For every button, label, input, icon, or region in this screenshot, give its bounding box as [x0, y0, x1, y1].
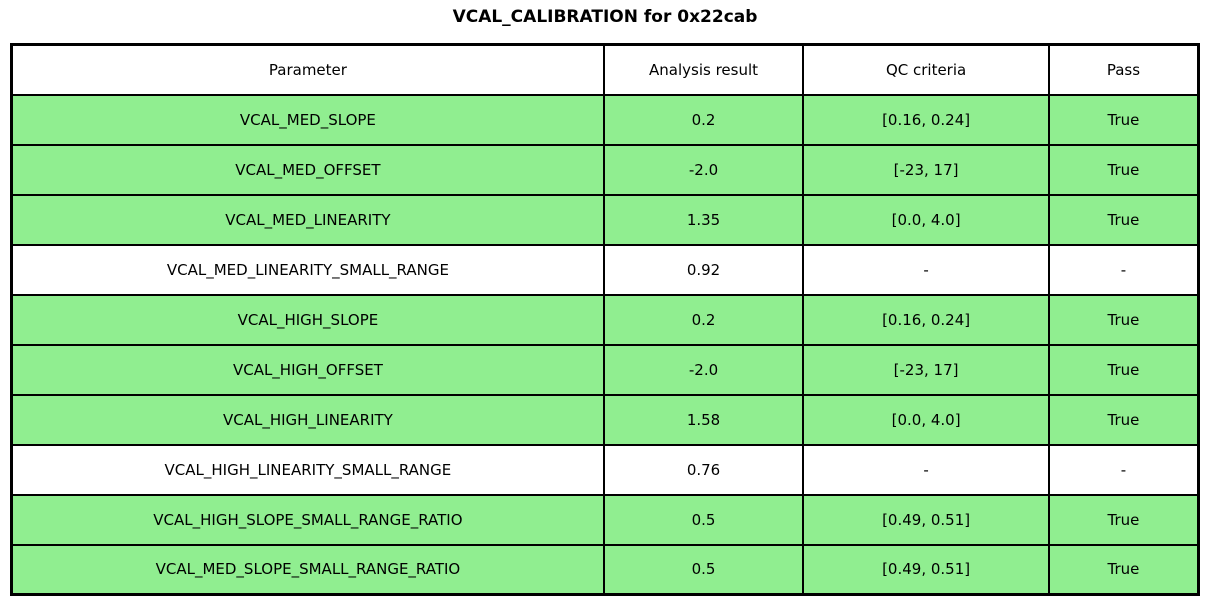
cell-qc-criteria: [-23, 17] — [802, 143, 1050, 196]
table-row: VCAL_HIGH_LINEARITY 1.58 [0.0, 4.0] True — [10, 393, 1200, 446]
cell-pass: True — [1047, 543, 1200, 596]
table-row: VCAL_HIGH_OFFSET -2.0 [-23, 17] True — [10, 343, 1200, 396]
cell-analysis-result: -2.0 — [602, 343, 805, 396]
cell-pass: True — [1047, 343, 1200, 396]
table-row: VCAL_MED_OFFSET -2.0 [-23, 17] True — [10, 143, 1200, 196]
cell-parameter: VCAL_MED_SLOPE — [10, 93, 605, 146]
cell-parameter: VCAL_MED_LINEARITY — [10, 193, 605, 246]
table-row: VCAL_MED_SLOPE 0.2 [0.16, 0.24] True — [10, 93, 1200, 146]
cell-analysis-result: 0.2 — [602, 293, 805, 346]
cell-qc-criteria: [-23, 17] — [802, 343, 1050, 396]
qc-results-table: Parameter Analysis result QC criteria Pa… — [10, 43, 1200, 596]
cell-parameter: VCAL_HIGH_OFFSET — [10, 343, 605, 396]
cell-analysis-result: 0.5 — [602, 493, 805, 546]
cell-analysis-result: 1.58 — [602, 393, 805, 446]
cell-qc-criteria: [0.16, 0.24] — [802, 93, 1050, 146]
cell-analysis-result: 0.92 — [602, 243, 805, 296]
chart-title: VCAL_CALIBRATION for 0x22cab — [452, 7, 758, 27]
cell-pass: True — [1047, 93, 1200, 146]
cell-qc-criteria: [0.0, 4.0] — [802, 393, 1050, 446]
cell-qc-criteria: - — [802, 243, 1050, 296]
cell-parameter: VCAL_MED_LINEARITY_SMALL_RANGE — [10, 243, 605, 296]
cell-qc-criteria: [0.0, 4.0] — [802, 193, 1050, 246]
cell-parameter: VCAL_HIGH_SLOPE_SMALL_RANGE_RATIO — [10, 493, 605, 546]
cell-qc-criteria: [0.16, 0.24] — [802, 293, 1050, 346]
cell-parameter: VCAL_MED_OFFSET — [10, 143, 605, 196]
cell-qc-criteria: [0.49, 0.51] — [802, 543, 1050, 596]
table-header-row: Parameter Analysis result QC criteria Pa… — [10, 43, 1200, 96]
cell-parameter: VCAL_HIGH_LINEARITY_SMALL_RANGE — [10, 443, 605, 496]
table-row: VCAL_HIGH_LINEARITY_SMALL_RANGE 0.76- - — [10, 443, 1200, 496]
table-row: VCAL_MED_SLOPE_SMALL_RANGE_RATIO 0.5 [0.49… — [10, 543, 1200, 596]
cell-pass: - — [1047, 443, 1200, 496]
cell-parameter: VCAL_HIGH_LINEARITY — [10, 393, 605, 446]
cell-analysis-result: 0.2 — [602, 93, 805, 146]
table-row: VCAL_MED_LINEARITY_SMALL_RANGE 0.92- - — [10, 243, 1200, 296]
cell-analysis-result: 0.76 — [602, 443, 805, 496]
column-header-parameter: Parameter — [10, 43, 605, 96]
cell-pass: True — [1047, 493, 1200, 546]
cell-pass: True — [1047, 143, 1200, 196]
column-header-qc-criteria: QC criteria — [802, 43, 1050, 96]
cell-analysis-result: -2.0 — [602, 143, 805, 196]
cell-qc-criteria: - — [802, 443, 1050, 496]
cell-parameter: VCAL_HIGH_SLOPE — [10, 293, 605, 346]
cell-pass: True — [1047, 393, 1200, 446]
column-header-analysis-result: Analysis result — [602, 43, 805, 96]
cell-pass: - — [1047, 243, 1200, 296]
cell-analysis-result: 1.35 — [602, 193, 805, 246]
cell-pass: True — [1047, 193, 1200, 246]
cell-parameter: VCAL_MED_SLOPE_SMALL_RANGE_RATIO — [10, 543, 605, 596]
cell-pass: True — [1047, 293, 1200, 346]
table-row: VCAL_MED_LINEARITY 1.35 [0.0, 4.0] True — [10, 193, 1200, 246]
cell-qc-criteria: [0.49, 0.51] — [802, 493, 1050, 546]
table-row: VCAL_HIGH_SLOPE_SMALL_RANGE_RATIO 0.5 [0.4… — [10, 493, 1200, 546]
table-row: VCAL_HIGH_SLOPE 0.2 [0.16, 0.24] True — [10, 293, 1200, 346]
column-header-pass: Pass — [1047, 43, 1200, 96]
cell-analysis-result: 0.5 — [602, 543, 805, 596]
table-body: VCAL_MED_SLOPE 0.2 [0.16, 0.24] True VCAL_ME… — [10, 93, 1200, 596]
